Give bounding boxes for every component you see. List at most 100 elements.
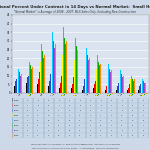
Bar bbox=[96, 95, 97, 96]
Bar bbox=[18, 69, 19, 93]
Text: 26: 26 bbox=[90, 120, 92, 121]
Bar bbox=[98, 94, 99, 95]
Bar bbox=[50, 74, 51, 93]
Text: 2: 2 bbox=[143, 100, 144, 101]
Bar bbox=[53, 41, 54, 93]
Text: 6: 6 bbox=[69, 105, 70, 106]
Text: 2015: 2015 bbox=[14, 135, 19, 136]
Text: 32: 32 bbox=[79, 120, 81, 121]
Text: 13: 13 bbox=[37, 115, 39, 116]
Text: 11: 11 bbox=[58, 110, 60, 111]
Bar bbox=[12, 133, 148, 138]
Text: 5: 5 bbox=[48, 100, 49, 101]
Bar bbox=[82, 90, 83, 93]
Bar bbox=[75, 38, 76, 93]
Bar bbox=[89, 58, 90, 93]
Bar bbox=[12, 118, 13, 123]
Text: 10: 10 bbox=[121, 135, 123, 136]
Bar bbox=[55, 44, 56, 93]
Text: 2010: 2010 bbox=[14, 110, 19, 111]
Bar bbox=[39, 72, 40, 93]
Bar bbox=[12, 108, 148, 113]
Text: 7: 7 bbox=[143, 115, 144, 116]
Bar bbox=[48, 86, 49, 93]
Bar bbox=[108, 64, 109, 93]
Bar bbox=[129, 84, 130, 93]
Bar bbox=[42, 51, 43, 93]
Bar bbox=[49, 81, 50, 93]
Text: 16: 16 bbox=[37, 125, 39, 126]
Bar bbox=[32, 93, 33, 94]
Bar bbox=[60, 83, 61, 93]
Bar bbox=[51, 95, 52, 96]
Bar bbox=[12, 113, 13, 117]
Text: 7: 7 bbox=[27, 105, 28, 106]
Bar bbox=[123, 76, 124, 93]
Bar bbox=[41, 94, 42, 95]
Bar bbox=[12, 103, 148, 108]
Text: 20: 20 bbox=[58, 115, 60, 116]
Bar bbox=[100, 64, 101, 93]
Bar bbox=[61, 76, 62, 93]
Text: 9: 9 bbox=[80, 110, 81, 111]
Bar bbox=[66, 41, 67, 93]
Text: 5: 5 bbox=[80, 105, 81, 106]
Bar bbox=[53, 94, 54, 95]
Text: 22: 22 bbox=[69, 115, 71, 116]
Bar bbox=[51, 58, 52, 93]
Text: 17: 17 bbox=[100, 135, 102, 136]
Text: 10: 10 bbox=[69, 110, 71, 111]
Bar bbox=[28, 95, 29, 96]
Bar bbox=[16, 79, 17, 93]
Text: 3: 3 bbox=[101, 100, 102, 101]
Bar bbox=[76, 51, 78, 93]
Text: 12: 12 bbox=[48, 110, 50, 111]
Text: 9: 9 bbox=[122, 130, 123, 131]
Text: 28: 28 bbox=[58, 135, 60, 136]
Bar bbox=[132, 79, 133, 93]
Bar bbox=[55, 93, 56, 94]
Text: 7: 7 bbox=[111, 110, 112, 111]
Bar bbox=[12, 123, 13, 128]
Text: 8: 8 bbox=[48, 105, 49, 106]
Text: 19: 19 bbox=[79, 115, 81, 116]
Bar bbox=[30, 65, 31, 93]
Bar bbox=[12, 128, 148, 133]
Text: 4: 4 bbox=[90, 105, 91, 106]
Bar bbox=[62, 95, 63, 96]
Bar bbox=[144, 83, 145, 93]
Text: 12: 12 bbox=[111, 115, 113, 116]
Text: 26: 26 bbox=[58, 130, 60, 131]
Bar bbox=[43, 58, 44, 93]
Bar bbox=[139, 86, 140, 93]
Bar bbox=[98, 62, 99, 93]
Text: "Normal Market" is Average of 2004 - 2007. MLS Sales Only, Excluding New Constru: "Normal Market" is Average of 2004 - 200… bbox=[14, 10, 136, 14]
Text: 30: 30 bbox=[58, 125, 60, 126]
Bar bbox=[123, 93, 124, 94]
Bar bbox=[132, 94, 133, 95]
Text: 5: 5 bbox=[143, 110, 144, 111]
Text: 10: 10 bbox=[37, 110, 39, 111]
Bar bbox=[21, 74, 22, 93]
Bar bbox=[63, 27, 64, 93]
Text: 11: 11 bbox=[121, 125, 123, 126]
Bar bbox=[110, 94, 111, 95]
Bar bbox=[87, 55, 88, 93]
Text: 8: 8 bbox=[132, 135, 133, 136]
Text: 24: 24 bbox=[48, 125, 50, 126]
Text: 27: 27 bbox=[79, 125, 81, 126]
Bar bbox=[74, 95, 75, 96]
Bar bbox=[32, 67, 33, 93]
Bar bbox=[145, 83, 146, 93]
Bar bbox=[100, 93, 101, 94]
Text: 24: 24 bbox=[79, 130, 81, 131]
Bar bbox=[96, 69, 97, 93]
Bar bbox=[54, 48, 55, 93]
Bar bbox=[73, 77, 74, 93]
Bar bbox=[85, 95, 86, 96]
Bar bbox=[134, 93, 135, 94]
Bar bbox=[83, 86, 84, 93]
Bar bbox=[12, 123, 148, 128]
Text: 10: 10 bbox=[27, 115, 29, 116]
Bar bbox=[15, 81, 16, 93]
